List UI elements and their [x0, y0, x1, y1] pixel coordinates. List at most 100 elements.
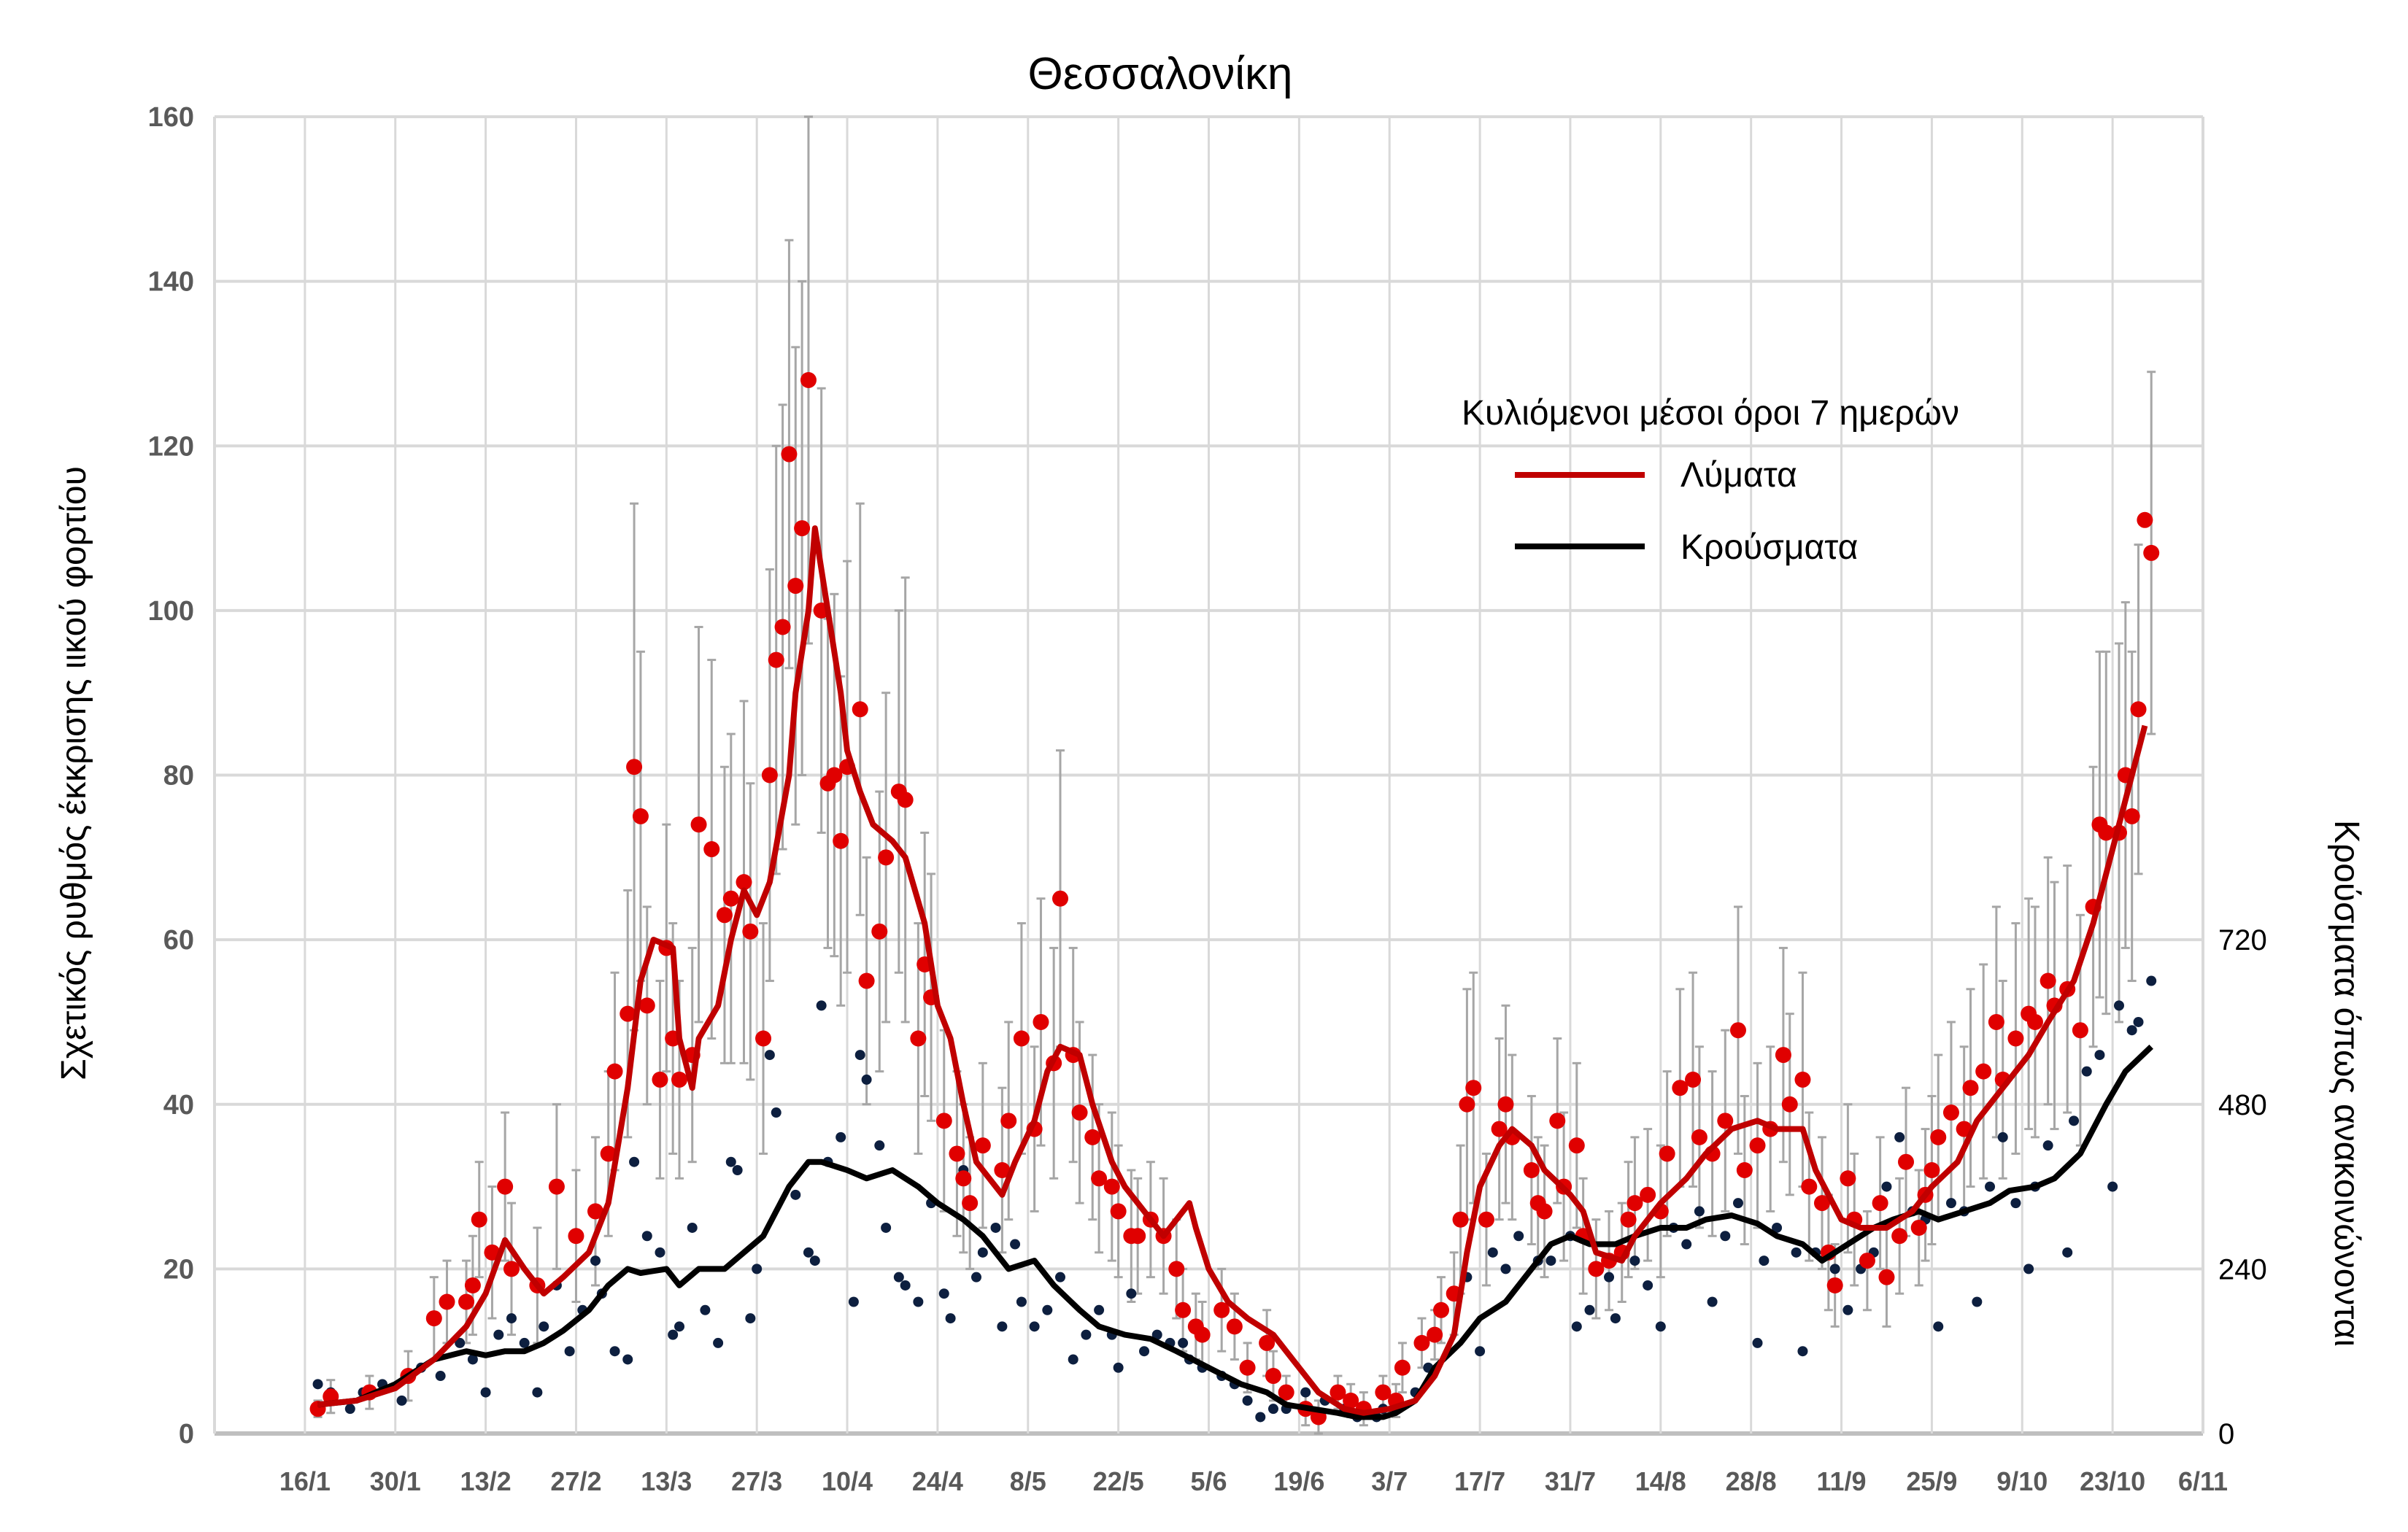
wastewater-point [1659, 1145, 1675, 1162]
cases-point [2126, 1025, 2137, 1036]
x-tick-label: 13/2 [460, 1466, 512, 1496]
cases-point [467, 1354, 478, 1365]
cases-point [848, 1296, 859, 1307]
cases-point [609, 1346, 620, 1357]
legend-title: Κυλιόμενοι μέσοι όροι 7 ημερών [1462, 394, 1959, 433]
cases-point [1610, 1313, 1621, 1324]
wastewater-point [638, 997, 655, 1014]
cases-point [809, 1256, 820, 1266]
wastewater-point [1091, 1170, 1108, 1187]
x-tick-label: 3/7 [1371, 1466, 1408, 1496]
cases-point [1010, 1239, 1021, 1250]
cases-point [1972, 1296, 1983, 1307]
cases-point [854, 1050, 865, 1061]
cases-point [1997, 1131, 2008, 1142]
wastewater-point [1549, 1113, 1566, 1129]
x-tick-label: 13/3 [641, 1466, 692, 1496]
cases-point [1985, 1181, 1996, 1192]
y-right-tick-label: 480 [2218, 1089, 2267, 1121]
cases-point [1571, 1321, 1582, 1332]
wastewater-point [742, 923, 759, 940]
cases-point [700, 1304, 711, 1315]
wastewater-point [2137, 511, 2153, 528]
cases-point [2062, 1247, 2073, 1258]
legend-label-wastewater: Λύματα [1680, 456, 1797, 495]
wastewater-point [1814, 1195, 1831, 1212]
cases-point [1113, 1362, 1124, 1373]
cases-point [2023, 1264, 2034, 1274]
cases-point [881, 1222, 892, 1233]
wastewater-point [1226, 1318, 1243, 1335]
cases-point [1772, 1222, 1783, 1233]
cases-point [2042, 1140, 2053, 1151]
cases-point [668, 1329, 679, 1340]
y-tick-label: 60 [163, 925, 194, 956]
wastewater-point [897, 792, 914, 808]
cases-point [1267, 1404, 1278, 1415]
x-tick-label: 27/3 [731, 1466, 782, 1496]
wastewater-point [2040, 972, 2056, 989]
cases-point [344, 1404, 355, 1415]
wastewater-point [2130, 701, 2147, 718]
wastewater-point [1110, 1203, 1127, 1220]
cases-point [1016, 1296, 1027, 1307]
wastewater-point [568, 1228, 584, 1245]
x-tick-label: 24/4 [912, 1466, 963, 1496]
cases-point [1500, 1264, 1511, 1274]
cases-point [641, 1231, 652, 1242]
wastewater-point [794, 520, 811, 537]
cases-point [2081, 1066, 2092, 1077]
y-tick-label: 80 [163, 761, 194, 792]
wastewater-point [1459, 1096, 1475, 1113]
wastewater-point [2072, 1022, 2088, 1039]
wastewater-point [1013, 1030, 1030, 1047]
wastewater-point [1213, 1301, 1230, 1318]
cases-point [1545, 1256, 1556, 1266]
wastewater-point [1923, 1162, 1940, 1178]
wastewater-point [1536, 1203, 1553, 1220]
wastewater-point [755, 1030, 772, 1047]
wastewater-point [826, 767, 843, 784]
cases-point [1584, 1304, 1595, 1315]
cases-point [590, 1256, 601, 1266]
wastewater-point [774, 619, 791, 635]
x-tick-label: 8/5 [1010, 1466, 1046, 1496]
cases-point [732, 1165, 743, 1175]
cases-point [1139, 1346, 1150, 1357]
wastewater-point [626, 759, 643, 775]
wastewater-point [1685, 1071, 1702, 1088]
x-tick-label: 16/1 [279, 1466, 331, 1496]
cases-point [836, 1131, 846, 1142]
wastewater-point [974, 1137, 991, 1154]
wastewater-point [1620, 1211, 1637, 1228]
x-tick-label: 25/9 [1906, 1466, 1957, 1496]
cases-point [1068, 1354, 1078, 1365]
wastewater-point [652, 1071, 668, 1088]
wastewater-point [606, 1063, 623, 1080]
cases-point [1300, 1387, 1311, 1398]
cases-point [1629, 1256, 1640, 1266]
wastewater-point [1691, 1129, 1707, 1145]
cases-point [764, 1050, 775, 1061]
cases-point [312, 1379, 323, 1390]
wastewater-point [800, 372, 817, 388]
cases-point [2010, 1198, 2021, 1209]
cases-point [1881, 1181, 1892, 1192]
y-right-tick-label: 240 [2218, 1253, 2267, 1285]
wastewater-point [722, 890, 739, 907]
cases-point [900, 1280, 911, 1291]
cases-point [674, 1321, 685, 1332]
wastewater-point [1878, 1269, 1895, 1285]
axis-ticks: 0 20 40 60 80 100 120 140 160 0 240 480 720 16/1 30/1 1… [148, 102, 2267, 1496]
cases-rolling-average-line [317, 1044, 2153, 1420]
wastewater-point [464, 1277, 481, 1293]
wastewater-point [1000, 1113, 1017, 1129]
cases-point [1513, 1231, 1524, 1242]
cases-point [1797, 1346, 1808, 1357]
wastewater-point [768, 651, 784, 668]
wastewater-point [858, 972, 875, 989]
wastewater-point [1930, 1129, 1947, 1145]
wastewater-point [1427, 1326, 1443, 1343]
x-tick-label: 30/1 [370, 1466, 421, 1496]
wastewater-point [1781, 1096, 1798, 1113]
